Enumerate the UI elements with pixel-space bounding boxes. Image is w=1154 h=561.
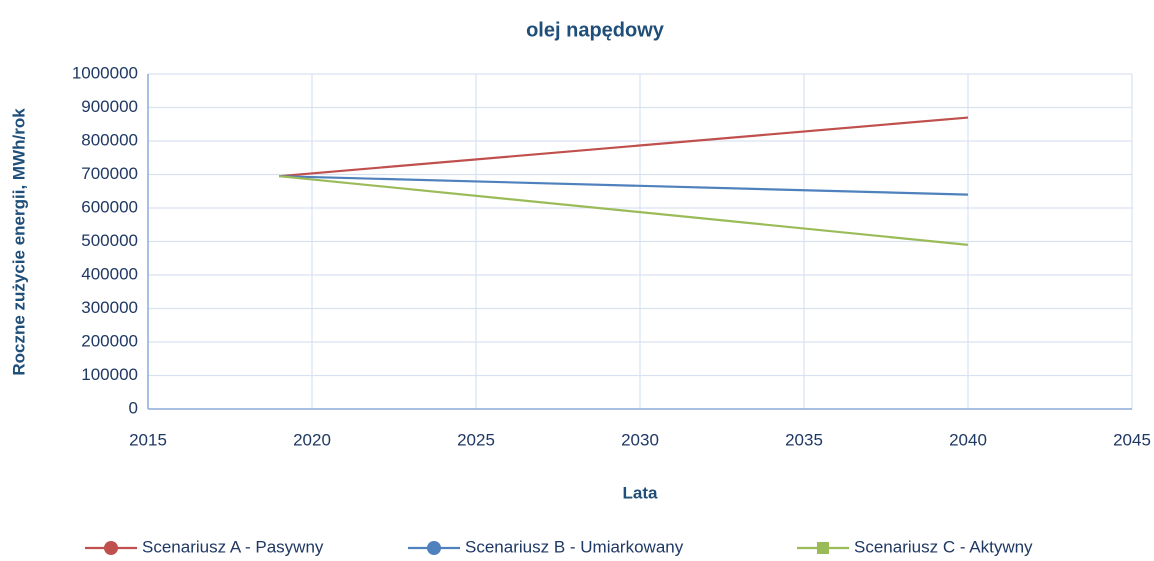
x-tick-label: 2030 <box>621 430 659 449</box>
chart-title: olej napędowy <box>526 19 665 41</box>
legend-label: Scenariusz C - Aktywny <box>854 537 1033 556</box>
x-tick-label: 2020 <box>293 430 331 449</box>
y-tick-label: 300000 <box>81 298 138 317</box>
y-axis-title: Roczne zużycie energii, MWh/rok <box>9 108 28 376</box>
legend-label: Scenariusz A - Pasywny <box>142 537 324 556</box>
x-tick-label: 2045 <box>1113 430 1151 449</box>
y-tick-label: 200000 <box>81 331 138 350</box>
y-tick-label: 500000 <box>81 231 138 250</box>
x-tick-label: 2040 <box>949 430 987 449</box>
legend-marker <box>427 541 441 555</box>
y-tick-label: 600000 <box>81 197 138 216</box>
legend-label: Scenariusz B - Umiarkowany <box>465 537 684 556</box>
series-line <box>279 116 969 178</box>
y-tick-label: 800000 <box>81 130 138 149</box>
y-tick-label: 700000 <box>81 164 138 183</box>
x-tick-label: 2025 <box>457 430 495 449</box>
x-tick-label: 2035 <box>785 430 823 449</box>
y-tick-label: 100000 <box>81 365 138 384</box>
legend-marker <box>817 542 829 554</box>
series-line <box>279 175 969 196</box>
legend-marker <box>104 541 118 555</box>
x-axis-title: Lata <box>623 483 659 502</box>
y-tick-label: 900000 <box>81 97 138 116</box>
y-tick-label: 0 <box>129 398 138 417</box>
x-tick-label: 2015 <box>129 430 167 449</box>
series-line <box>279 175 969 246</box>
y-tick-label: 1000000 <box>72 63 138 82</box>
y-tick-label: 400000 <box>81 264 138 283</box>
